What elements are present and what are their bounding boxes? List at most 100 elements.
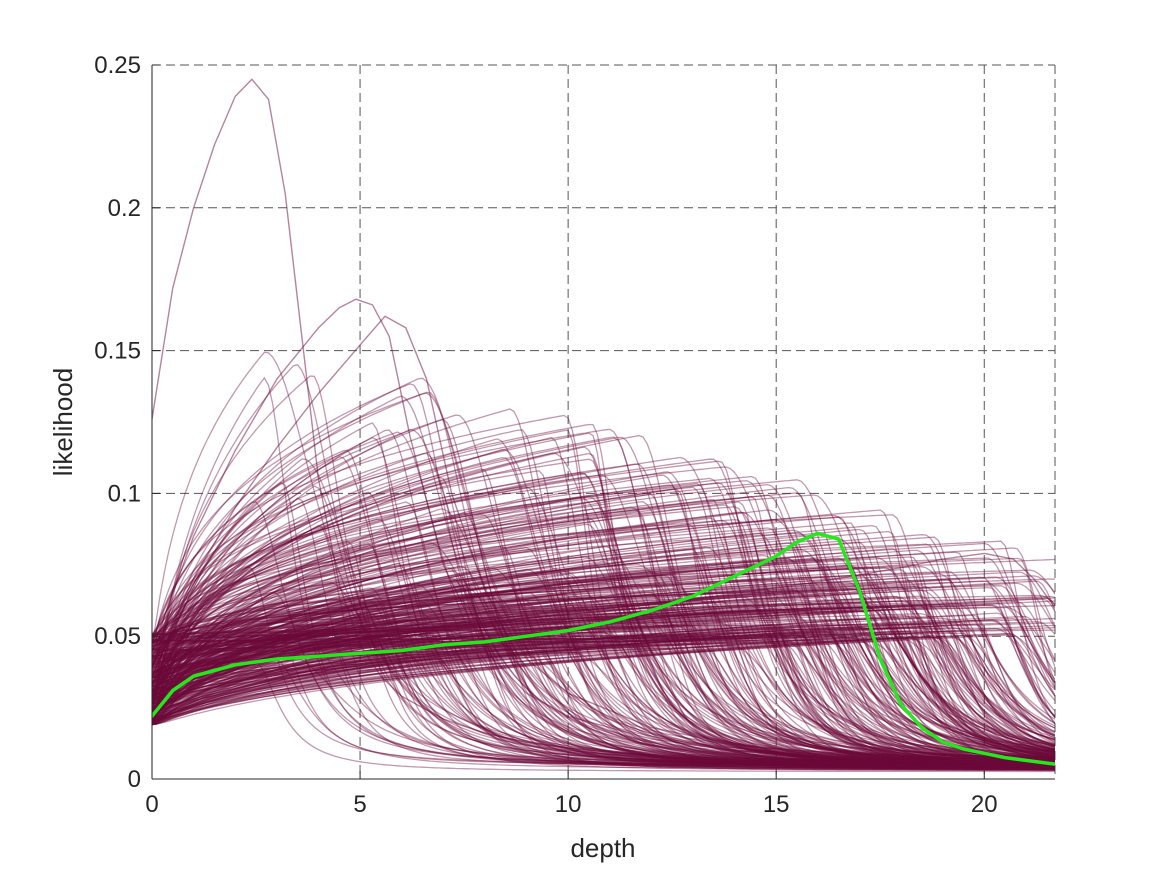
- ensemble-line: [152, 566, 1055, 752]
- ensemble-line: [152, 627, 1055, 702]
- ensemble-line: [152, 641, 1055, 761]
- x-tick-label: 10: [555, 791, 582, 818]
- ensemble-line: [152, 636, 1055, 759]
- ensemble-line: [152, 476, 1055, 770]
- ensemble-line: [152, 636, 1055, 746]
- ensemble-line: [152, 608, 1055, 753]
- ensemble-line: [152, 606, 1055, 662]
- ensemble-line: [152, 486, 1055, 754]
- ensemble-line: [152, 594, 1055, 768]
- ensemble-line: [152, 609, 1055, 769]
- ensemble-line: [152, 581, 1055, 764]
- ensemble-line: [152, 627, 1055, 765]
- ensemble-line: [152, 636, 1055, 765]
- ensemble-line: [152, 600, 1055, 750]
- ensemble-line: [152, 606, 1055, 765]
- ensemble-line: [152, 376, 1055, 770]
- ensemble-line: [152, 636, 1055, 747]
- ensemble-line: [152, 480, 1055, 752]
- ensemble-line: [152, 600, 1055, 712]
- ensemble-line: [152, 528, 1055, 755]
- ensemble-line: [152, 506, 1055, 765]
- ensemble-line: [152, 517, 1055, 762]
- axes: [151, 64, 1055, 780]
- ensemble-line: [152, 538, 1055, 748]
- ensemble-line: [152, 574, 1055, 769]
- ensemble-line: [152, 625, 1055, 762]
- ensemble-line: [152, 643, 1055, 766]
- ensemble-line: [152, 496, 1055, 762]
- ensemble-line: [152, 636, 1055, 768]
- ensemble-line: [152, 641, 1055, 771]
- ensemble-line: [152, 614, 1055, 744]
- ensemble-line: [152, 636, 1055, 765]
- ensemble-line: [152, 626, 1055, 754]
- ensemble-line: [152, 628, 1055, 769]
- x-tick-label: 15: [763, 791, 790, 818]
- ensemble-line: [152, 514, 1055, 747]
- ensemble-line: [152, 599, 1055, 771]
- y-tick-label: 0.25: [94, 52, 141, 79]
- ensemble-line: [152, 630, 1055, 769]
- ensemble-line: [152, 486, 1055, 762]
- ensemble-line: [152, 634, 1055, 725]
- ensemble-line: [152, 548, 1055, 765]
- ensemble-line: [152, 558, 1055, 757]
- ensemble-line: [152, 581, 1055, 757]
- ensemble-line: [152, 597, 1055, 768]
- ensemble-line: [152, 648, 1055, 771]
- ensemble-line: [152, 436, 1055, 762]
- y-tick-label: 0.2: [108, 195, 141, 222]
- ensemble-line: [152, 573, 1055, 765]
- ensemble-line: [152, 564, 1055, 745]
- ensemble-line: [152, 474, 1055, 760]
- ensemble-line: [152, 623, 1055, 743]
- ensemble-line: [152, 636, 1055, 771]
- ensemble-line: [152, 586, 1055, 718]
- ensemble-line: [152, 479, 1055, 752]
- ensemble-line: [152, 583, 1055, 770]
- ensemble-line: [152, 580, 1055, 702]
- ensemble-line: [152, 582, 1055, 712]
- ensemble-line: [152, 592, 1055, 750]
- ensemble-line: [152, 600, 1055, 764]
- ensemble-line: [152, 625, 1055, 751]
- ensemble-line: [152, 428, 1055, 761]
- ensemble-line: [152, 580, 1055, 719]
- ensemble-line: [152, 432, 1055, 766]
- ensemble-line: [152, 527, 1055, 764]
- ensemble-line: [152, 640, 1055, 756]
- ensemble-line: [152, 637, 1055, 766]
- ensemble-line: [152, 614, 1055, 751]
- ensemble-line: [152, 595, 1055, 752]
- ensemble-line: [152, 557, 1055, 689]
- ensemble-line: [152, 395, 1055, 765]
- ensemble-line: [152, 637, 1055, 770]
- ensemble-line: [152, 598, 1055, 682]
- ensemble-line: [152, 621, 1055, 771]
- ensemble-line: [152, 546, 1055, 768]
- ensemble-line: [152, 623, 1055, 739]
- ensemble-line: [152, 495, 1055, 762]
- ensemble-line: [152, 530, 1055, 760]
- ensemble-line: [152, 605, 1055, 737]
- ensemble-line: [152, 524, 1055, 752]
- ensemble-line: [152, 603, 1055, 769]
- ensemble-line: [152, 631, 1055, 764]
- x-axis-label: depth: [570, 833, 635, 863]
- ensemble-line: [152, 585, 1055, 769]
- ensemble-line: [152, 351, 1055, 768]
- ensemble-line: [152, 634, 1055, 765]
- ensemble-line: [152, 635, 1055, 764]
- ensemble-line: [152, 592, 1055, 766]
- ensemble-line: [152, 581, 1055, 763]
- ensemble-line: [152, 458, 1055, 765]
- ensemble-line: [152, 573, 1055, 765]
- ensemble-line: [152, 523, 1055, 769]
- ensemble-line: [152, 456, 1055, 770]
- ensemble-line: [152, 542, 1055, 717]
- ensemble-line: [152, 463, 1055, 765]
- ensemble-line: [152, 640, 1055, 768]
- ensemble-line: [152, 565, 1055, 762]
- ensemble-line: [152, 474, 1055, 758]
